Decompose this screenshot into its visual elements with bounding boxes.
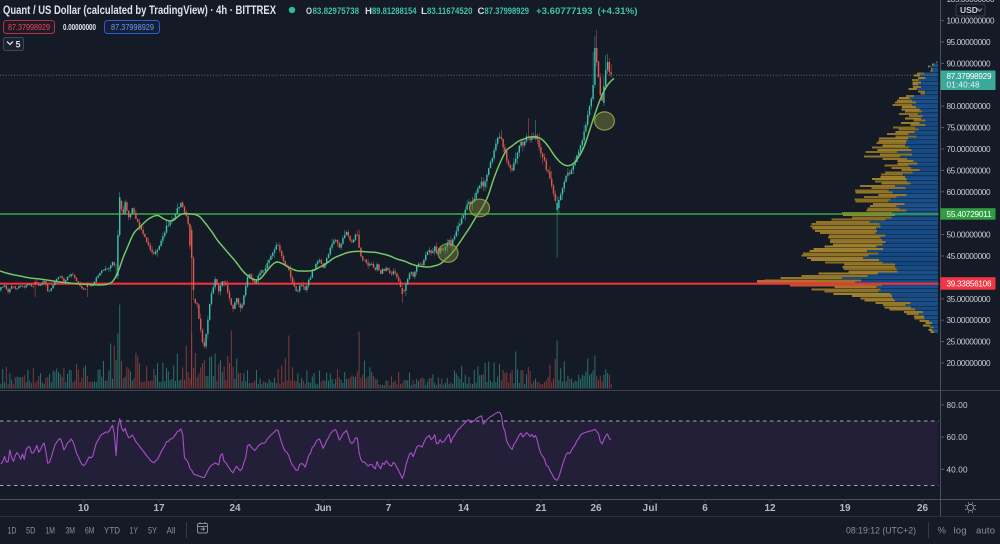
svg-text:1D: 1D: [8, 526, 17, 537]
svg-text:26: 26: [917, 503, 928, 514]
svg-text:C: C: [478, 6, 485, 17]
svg-text:90.00000000: 90.00000000: [947, 59, 991, 68]
svg-text:80.00000000: 80.00000000: [947, 102, 991, 111]
svg-text:H: H: [365, 6, 372, 17]
svg-text:60.00000000: 60.00000000: [947, 188, 991, 197]
svg-text:auto: auto: [976, 526, 995, 537]
svg-text:1M: 1M: [46, 526, 56, 537]
svg-text:Jun: Jun: [315, 503, 332, 514]
svg-text:87.37998929: 87.37998929: [947, 72, 992, 81]
svg-text:87.37998929: 87.37998929: [111, 22, 154, 32]
svg-text:6: 6: [702, 503, 708, 514]
svg-text:5: 5: [16, 40, 21, 50]
svg-text:55.40729011: 55.40729011: [947, 210, 992, 219]
svg-text:95.00000000: 95.00000000: [947, 38, 991, 47]
svg-text:83.11674520: 83.11674520: [427, 6, 473, 17]
svg-text:89.81288154: 89.81288154: [372, 6, 417, 17]
svg-text:50.00000000: 50.00000000: [947, 231, 991, 240]
svg-text:39.33856106: 39.33856106: [947, 280, 992, 289]
svg-text:21: 21: [536, 503, 547, 514]
svg-text:log: log: [954, 526, 967, 537]
svg-text:5D: 5D: [26, 526, 36, 537]
svg-text:19: 19: [840, 503, 851, 514]
svg-text:6M: 6M: [85, 526, 95, 537]
svg-text:12: 12: [765, 503, 776, 514]
svg-text:01:40:48: 01:40:48: [947, 81, 980, 90]
svg-text:USD: USD: [960, 5, 978, 15]
svg-text:45.00000000: 45.00000000: [947, 252, 991, 261]
svg-text:105.00000000: 105.00000000: [947, 0, 995, 4]
svg-text:87.37998929: 87.37998929: [8, 22, 50, 32]
svg-text:65.00000000: 65.00000000: [947, 166, 991, 175]
svg-text:7: 7: [386, 503, 392, 514]
svg-text:O: O: [306, 6, 312, 17]
svg-text:1Y: 1Y: [130, 526, 139, 537]
svg-text:10: 10: [78, 503, 89, 514]
svg-text:17: 17: [154, 503, 165, 514]
svg-text:14: 14: [458, 503, 469, 514]
svg-text:5Y: 5Y: [148, 526, 158, 537]
svg-text:25.00000000: 25.00000000: [947, 338, 991, 347]
svg-text:Quant / US Dollar (calculated: Quant / US Dollar (calculated by Trading…: [3, 3, 276, 17]
svg-text:(+4.31%): (+4.31%): [598, 6, 638, 17]
svg-text:80.00: 80.00: [947, 401, 968, 410]
svg-text:35.00000000: 35.00000000: [947, 295, 991, 304]
svg-text:26: 26: [591, 503, 602, 514]
svg-text:100.00000000: 100.00000000: [947, 17, 995, 26]
svg-text:%: %: [938, 526, 947, 537]
svg-text:75.00000000: 75.00000000: [947, 124, 991, 133]
svg-text:24: 24: [230, 503, 241, 514]
svg-text:87.37998929: 87.37998929: [485, 6, 530, 17]
svg-text:08:19:12 (UTC+2): 08:19:12 (UTC+2): [846, 526, 916, 537]
svg-text:3M: 3M: [66, 526, 76, 537]
svg-text:83.82975738: 83.82975738: [313, 6, 360, 17]
svg-text:40.00: 40.00: [947, 465, 968, 474]
svg-text:+3.60777193: +3.60777193: [536, 6, 593, 17]
svg-text:70.00000000: 70.00000000: [947, 145, 991, 154]
svg-text:0.00000000: 0.00000000: [63, 22, 96, 32]
svg-text:60.00: 60.00: [947, 433, 968, 442]
svg-text:All: All: [167, 526, 176, 537]
svg-text:Jul: Jul: [643, 503, 658, 514]
svg-text:YTD: YTD: [104, 526, 120, 537]
svg-text:30.00000000: 30.00000000: [947, 316, 991, 325]
svg-text:20.00000000: 20.00000000: [947, 359, 991, 368]
svg-text:L: L: [421, 6, 427, 17]
